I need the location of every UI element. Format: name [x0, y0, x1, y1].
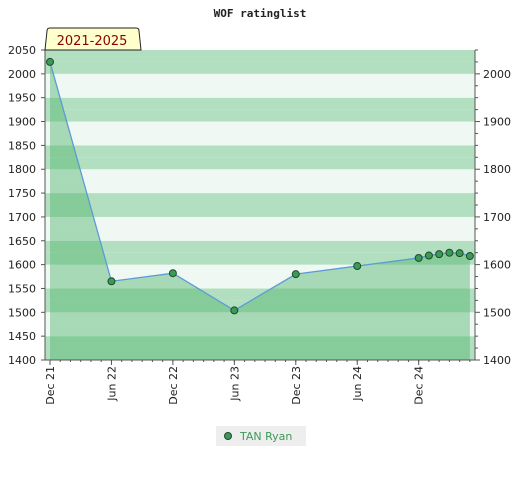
data-point	[435, 250, 444, 259]
x-tick-label: Jun 24	[351, 366, 364, 402]
left-tick-label: 1700	[8, 211, 36, 224]
x-tick-label: Jun 22	[105, 366, 118, 402]
right-tick-label: 1400	[483, 354, 511, 367]
left-tick-label: 2000	[8, 68, 36, 81]
left-tick-label: 1900	[8, 116, 36, 129]
background-band	[45, 109, 475, 122]
background-band	[45, 157, 475, 170]
background-band	[45, 193, 475, 205]
background-band	[45, 228, 475, 241]
data-point	[46, 57, 54, 66]
data-point	[107, 277, 116, 286]
left-tick-label: 1400	[8, 354, 36, 367]
series-area	[50, 61, 470, 361]
background-band	[45, 133, 475, 146]
left-tick-label: 1450	[8, 330, 36, 343]
background-band	[45, 300, 475, 313]
left-tick-label: 1650	[8, 235, 36, 248]
background-band	[45, 61, 475, 74]
left-tick-label: 1800	[8, 163, 36, 176]
x-tick-label: Dec 24	[413, 366, 426, 405]
x-tick-label: Dec 23	[290, 366, 303, 405]
left-tick-label: 1950	[8, 92, 36, 105]
background-band	[45, 216, 475, 229]
data-point	[230, 306, 239, 315]
background-band	[45, 145, 475, 158]
left-tick-label: 1550	[8, 282, 36, 295]
left-axis: 1400 1450 1500 1550 1600 1650 1700 1750 1800 1850…	[8, 44, 46, 367]
data-point	[465, 252, 474, 261]
background-band	[45, 121, 475, 134]
left-tick-label: 1500	[8, 306, 36, 319]
background-band	[45, 97, 475, 110]
data-point	[455, 249, 464, 258]
background-band	[45, 50, 475, 62]
data-point	[353, 262, 362, 271]
left-tick-label: 2050	[8, 44, 36, 57]
data-point	[414, 253, 423, 262]
background-bands	[45, 50, 475, 360]
background-band	[45, 324, 475, 337]
background-band	[45, 288, 475, 301]
left-tick-label: 1750	[8, 187, 36, 200]
legend-marker	[224, 432, 232, 440]
background-band	[45, 264, 475, 277]
right-tick-label: 1700	[483, 211, 511, 224]
data-point	[445, 248, 454, 257]
data-point	[168, 269, 177, 278]
x-tick-label: Jun 23	[228, 366, 241, 402]
legend-label: TAN Ryan	[239, 430, 292, 443]
background-band	[45, 276, 475, 289]
left-tick-label: 1600	[8, 259, 36, 272]
background-band	[45, 169, 475, 182]
background-band	[45, 252, 475, 265]
background-band	[45, 205, 475, 217]
x-tick-label: Dec 22	[167, 366, 180, 405]
left-tick-label: 1850	[8, 139, 36, 152]
right-tick-label: 1900	[483, 116, 511, 129]
data-point	[424, 251, 433, 260]
background-band	[45, 240, 475, 253]
right-tick-label: 1800	[483, 163, 511, 176]
background-band	[45, 181, 475, 194]
chart-title: WOF ratinglist	[214, 7, 307, 20]
x-tick-label: Dec 21	[44, 366, 57, 405]
background-band	[45, 73, 475, 86]
right-tick-label: 1600	[483, 259, 511, 272]
period-label: 2021-2025	[44, 27, 142, 51]
right-tick-label: 2000	[483, 68, 511, 81]
background-band	[45, 85, 475, 98]
x-axis: Dec 21 Jun 22 Dec 22 Jun 23 Dec 23 Jun 24 Dec …	[44, 359, 475, 405]
period-label-text: 2021-2025	[57, 34, 128, 49]
data-points	[46, 57, 474, 315]
legend: TAN Ryan	[216, 426, 306, 446]
background-band	[45, 348, 475, 360]
background-band	[45, 336, 475, 349]
background-band	[45, 312, 475, 325]
right-tick-label: 1500	[483, 306, 511, 319]
data-point	[291, 270, 300, 279]
right-axis: 1400 1500 1600 1700 1800 1900 2000	[474, 49, 511, 367]
